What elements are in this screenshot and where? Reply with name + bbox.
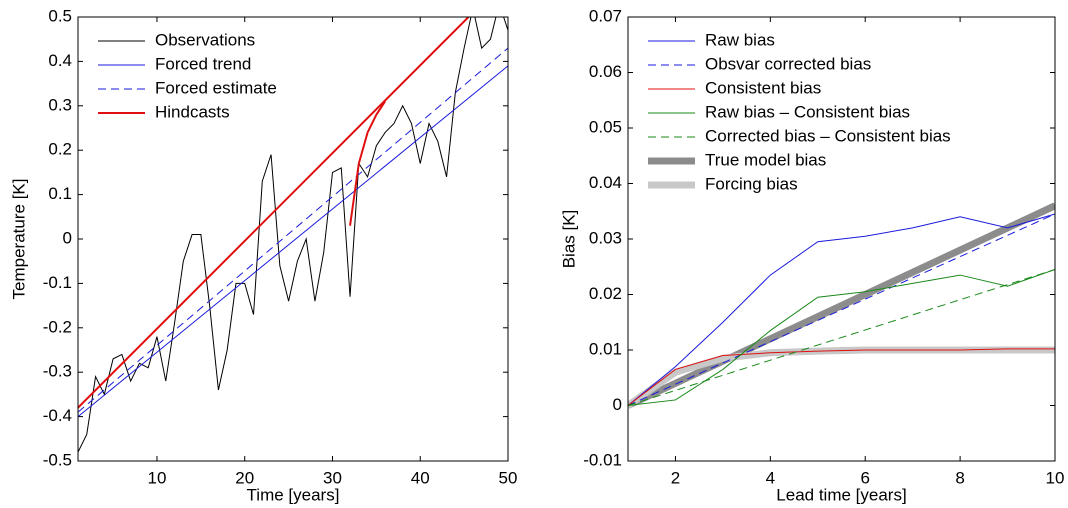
series-line [78, 65, 508, 417]
chart-panel: -0.01 0 0.01 0.02 0.03 0.04 0.05 0.06 0.07 2 4 6 8 10… [559, 6, 1064, 504]
y-tick-label: -0.2 [43, 317, 72, 336]
legend-label: Raw bias – Consistent bias [705, 102, 910, 121]
legend-label: Forced estimate [155, 78, 277, 97]
series-line [628, 269, 1055, 406]
axes-box [77, 16, 509, 462]
legend-label: Raw bias [705, 30, 775, 49]
y-tick-label: 0.06 [589, 62, 622, 81]
y-tick-label: 0 [613, 395, 622, 414]
legend-label: True model bias [705, 150, 826, 169]
legend-label: Hindcasts [155, 102, 230, 121]
y-tick-label: 0.4 [48, 51, 72, 70]
x-tick-label: 50 [499, 468, 518, 487]
x-axis-label: Lead time [years] [776, 485, 906, 504]
y-tick-label: -0.01 [583, 450, 622, 469]
legend: Observations Forced trend Forced estimate H… [98, 30, 277, 121]
y-tick-label: -0.4 [43, 406, 72, 425]
legend-label: Corrected bias – Consistent bias [705, 126, 951, 145]
y-tick-label: 0.03 [589, 228, 622, 247]
axes-box [627, 16, 1056, 462]
y-tick-label: 0.01 [589, 339, 622, 358]
series-line [628, 213, 1055, 406]
y-axis-label: Temperature [K] [9, 179, 28, 300]
series-line [78, 17, 508, 453]
x-tick-label: 10 [148, 468, 167, 487]
y-tick-label: -0.3 [43, 362, 72, 381]
x-tick-label: 20 [235, 468, 254, 487]
legend-label: Forced trend [155, 54, 251, 73]
y-tick-label: 0 [63, 228, 72, 247]
x-tick-label: 6 [860, 468, 869, 487]
chart-panel: -0.5 -0.4 -0.3 -0.2 -0.1 0 0.1 0.2 0.3 0.4 0.5 10 20… [9, 6, 518, 504]
y-tick-label: 0.05 [589, 117, 622, 136]
series-line [628, 202, 1055, 409]
y-tick-label: 0.02 [589, 284, 622, 303]
y-tick-label: 0.3 [48, 95, 72, 114]
legend: Raw bias Obsvar corrected bias Consistent … [648, 30, 951, 193]
x-axis-label: Time [years] [247, 485, 340, 504]
y-axis-label: Bias [K] [559, 210, 578, 269]
x-tick-label: 30 [323, 468, 342, 487]
plot-area [78, 17, 508, 461]
series-line [628, 269, 1055, 406]
y-tick-label: 0.07 [589, 6, 622, 25]
x-tick-label: 2 [671, 468, 680, 487]
x-tick-label: 8 [955, 468, 964, 487]
legend-label: Consistent bias [705, 78, 821, 97]
series-line [78, 47, 508, 413]
y-tick-label: -0.1 [43, 273, 72, 292]
y-tick-label: 0.04 [589, 173, 622, 192]
series-line [628, 348, 1055, 406]
x-tick-label: 10 [1046, 468, 1065, 487]
y-tick-label: 0.2 [48, 140, 72, 159]
legend-label: Obsvar corrected bias [705, 54, 871, 73]
x-tick-label: 40 [411, 468, 430, 487]
y-tick-label: -0.5 [43, 450, 72, 469]
series-line [78, 17, 470, 409]
legend-label: Observations [155, 30, 255, 49]
x-tick-label: 4 [766, 468, 775, 487]
y-tick-label: 0.1 [48, 184, 72, 203]
y-tick-label: 0.5 [48, 6, 72, 25]
legend-label: Forcing bias [705, 174, 798, 193]
